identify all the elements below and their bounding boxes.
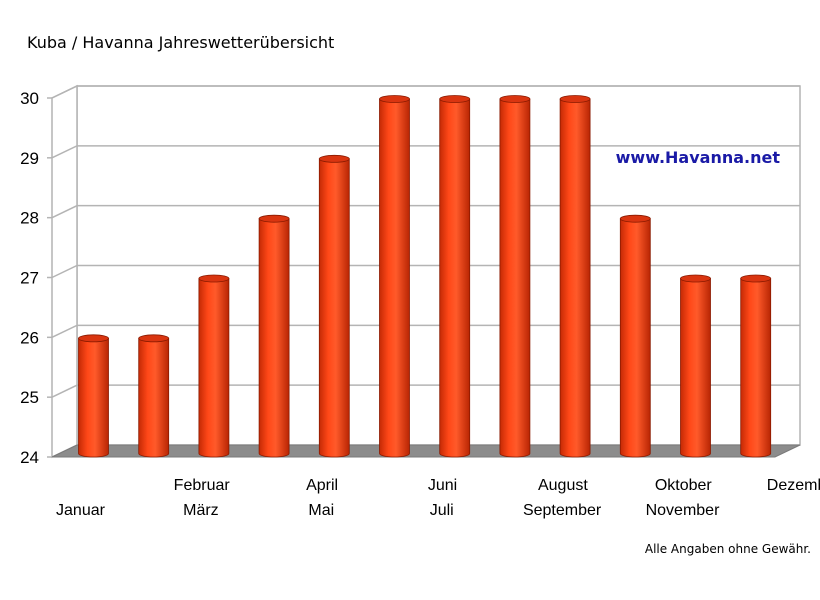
bar-cap (379, 95, 410, 103)
bar-juni (379, 95, 410, 458)
bar-februar (138, 334, 170, 458)
bar-märz (198, 274, 230, 458)
y-axis-ticks: 24 25 26 27 28 29 30 (20, 89, 52, 467)
x-tick-label: Oktober (655, 477, 713, 494)
bar-body (740, 278, 772, 458)
bar-april (258, 214, 290, 458)
bar-body (559, 98, 591, 458)
bar-body (318, 158, 350, 458)
watermark-annotation: www.Havanna.net (616, 148, 781, 167)
floor (51, 444, 801, 458)
bar-body (379, 98, 410, 458)
x-tick-label: April (306, 477, 338, 494)
bar-dezember (740, 274, 772, 458)
bar-cap (619, 214, 651, 223)
bar-cap (138, 334, 170, 343)
x-tick-label: März (183, 502, 219, 519)
bar-body (619, 218, 651, 458)
bar-november (680, 274, 711, 458)
bar-body (198, 278, 230, 458)
bar-body (680, 278, 711, 458)
bar-juli (439, 95, 471, 458)
bar-body (499, 98, 531, 458)
gridline (51, 145, 800, 159)
bar-cap (740, 274, 772, 283)
gridline (51, 204, 800, 219)
y-tick-label: 24 (20, 448, 39, 467)
y-tick-label: 30 (20, 89, 39, 108)
bars (78, 95, 772, 458)
bar-september (559, 95, 591, 458)
bar-cap (559, 95, 591, 103)
bar-august (499, 95, 531, 458)
bar-body (258, 218, 290, 458)
x-tick-label: Mai (308, 502, 334, 519)
gridline (51, 85, 800, 99)
bar-oktober (619, 214, 651, 458)
bar-body (439, 98, 471, 458)
bar-januar (78, 334, 109, 458)
y-tick-label: 26 (20, 328, 39, 347)
bar-cap (318, 154, 350, 163)
bar-cap (680, 274, 711, 283)
x-tick-label: Dezember (767, 477, 820, 494)
bar-cap (499, 95, 531, 103)
gridline (51, 324, 800, 339)
x-tick-label: Februar (174, 477, 231, 494)
bar-mai (318, 154, 350, 458)
y-tick-label: 29 (20, 149, 39, 168)
x-tick-label: November (646, 502, 720, 519)
gridline (51, 384, 800, 398)
x-axis-labels: Januar Februar März April Mai Juni Juli August S… (56, 477, 820, 519)
x-tick-label: Juli (430, 502, 454, 519)
bar-cap (258, 214, 290, 223)
chart-title: Kuba / Havanna Jahreswetterübersicht (27, 33, 335, 52)
bar-cap (439, 95, 471, 103)
x-tick-label: Januar (56, 502, 106, 519)
gridlines (51, 85, 800, 398)
x-tick-label: September (523, 502, 602, 519)
y-tick-label: 27 (20, 269, 39, 288)
bar-body (78, 337, 109, 458)
y-tick-label: 25 (20, 388, 39, 407)
bar-cap (198, 274, 230, 283)
gridline (51, 264, 800, 279)
bar-cap (78, 334, 109, 343)
disclaimer-text: Alle Angaben ohne Gewähr. (644, 542, 811, 556)
y-tick-label: 28 (20, 209, 39, 228)
x-tick-label: Juni (428, 477, 457, 494)
x-tick-label: August (538, 477, 588, 494)
bar-body (138, 337, 170, 458)
